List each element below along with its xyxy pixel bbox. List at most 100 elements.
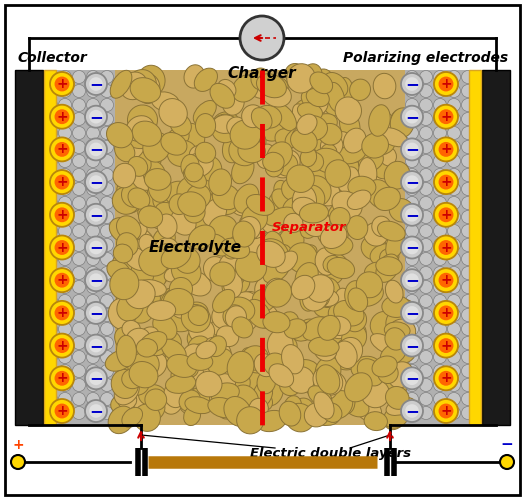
Circle shape [447,252,460,266]
Circle shape [438,240,454,255]
Ellipse shape [158,239,177,258]
Ellipse shape [132,121,162,146]
Ellipse shape [282,198,307,224]
Ellipse shape [174,248,200,274]
Circle shape [100,350,113,364]
Circle shape [100,70,113,84]
Text: +: + [440,175,452,189]
Ellipse shape [118,223,147,242]
Circle shape [401,334,423,356]
Ellipse shape [213,115,237,134]
Ellipse shape [133,154,161,176]
Ellipse shape [151,92,180,112]
Circle shape [461,294,475,308]
Circle shape [419,378,433,392]
Ellipse shape [122,368,144,388]
Circle shape [405,364,418,378]
Ellipse shape [291,276,315,299]
Circle shape [45,392,58,406]
Text: −: − [405,336,419,354]
Circle shape [419,252,433,266]
Ellipse shape [388,319,416,344]
Circle shape [58,154,71,168]
Circle shape [100,336,113,349]
Ellipse shape [164,264,188,282]
Circle shape [461,406,475,420]
Ellipse shape [142,179,164,208]
Circle shape [87,112,100,126]
Circle shape [434,138,458,162]
Circle shape [461,252,475,266]
Ellipse shape [218,266,245,286]
Ellipse shape [314,378,338,400]
Circle shape [58,252,71,266]
Circle shape [89,339,103,352]
Ellipse shape [186,184,211,209]
Ellipse shape [248,230,272,254]
Ellipse shape [195,114,216,138]
Ellipse shape [159,98,187,127]
Ellipse shape [224,396,251,426]
Ellipse shape [343,128,366,153]
Ellipse shape [337,190,356,212]
Bar [115,70,405,425]
Circle shape [72,224,86,237]
Circle shape [50,399,74,423]
Ellipse shape [223,134,245,163]
Ellipse shape [212,114,239,142]
Circle shape [72,210,86,224]
Ellipse shape [143,258,169,284]
Ellipse shape [210,262,235,286]
Ellipse shape [337,338,361,358]
Circle shape [447,364,460,378]
Circle shape [419,294,433,308]
Text: +: + [440,404,452,418]
Ellipse shape [279,374,301,396]
Ellipse shape [225,370,250,395]
Ellipse shape [314,340,337,361]
Ellipse shape [293,98,324,126]
Ellipse shape [355,398,382,421]
Circle shape [434,126,446,140]
Circle shape [447,406,460,420]
Ellipse shape [171,209,196,235]
Circle shape [434,301,458,325]
Circle shape [405,84,418,98]
Ellipse shape [242,105,264,128]
Ellipse shape [257,256,284,280]
Ellipse shape [171,256,201,286]
Circle shape [447,378,460,392]
Ellipse shape [177,124,205,152]
Ellipse shape [139,384,166,406]
Ellipse shape [227,352,254,383]
Ellipse shape [122,340,147,365]
Circle shape [405,112,418,126]
Ellipse shape [139,400,165,423]
Text: −: − [89,173,103,191]
Ellipse shape [343,395,369,417]
Circle shape [50,366,74,390]
Ellipse shape [202,199,227,226]
Ellipse shape [338,162,368,183]
Text: Electrolyte: Electrolyte [149,240,242,255]
Circle shape [461,364,475,378]
Ellipse shape [327,314,354,338]
Circle shape [50,138,74,162]
Ellipse shape [255,305,278,328]
Circle shape [87,406,100,420]
Ellipse shape [293,178,314,194]
Ellipse shape [240,366,262,392]
Ellipse shape [114,184,143,214]
Ellipse shape [164,181,193,205]
Ellipse shape [136,280,166,296]
Circle shape [72,154,86,168]
Circle shape [45,210,58,224]
Ellipse shape [314,298,336,317]
Ellipse shape [265,279,291,307]
Ellipse shape [129,336,149,358]
Circle shape [447,392,460,406]
Circle shape [401,368,423,390]
Circle shape [419,322,433,336]
Circle shape [447,294,460,308]
Ellipse shape [335,97,362,124]
